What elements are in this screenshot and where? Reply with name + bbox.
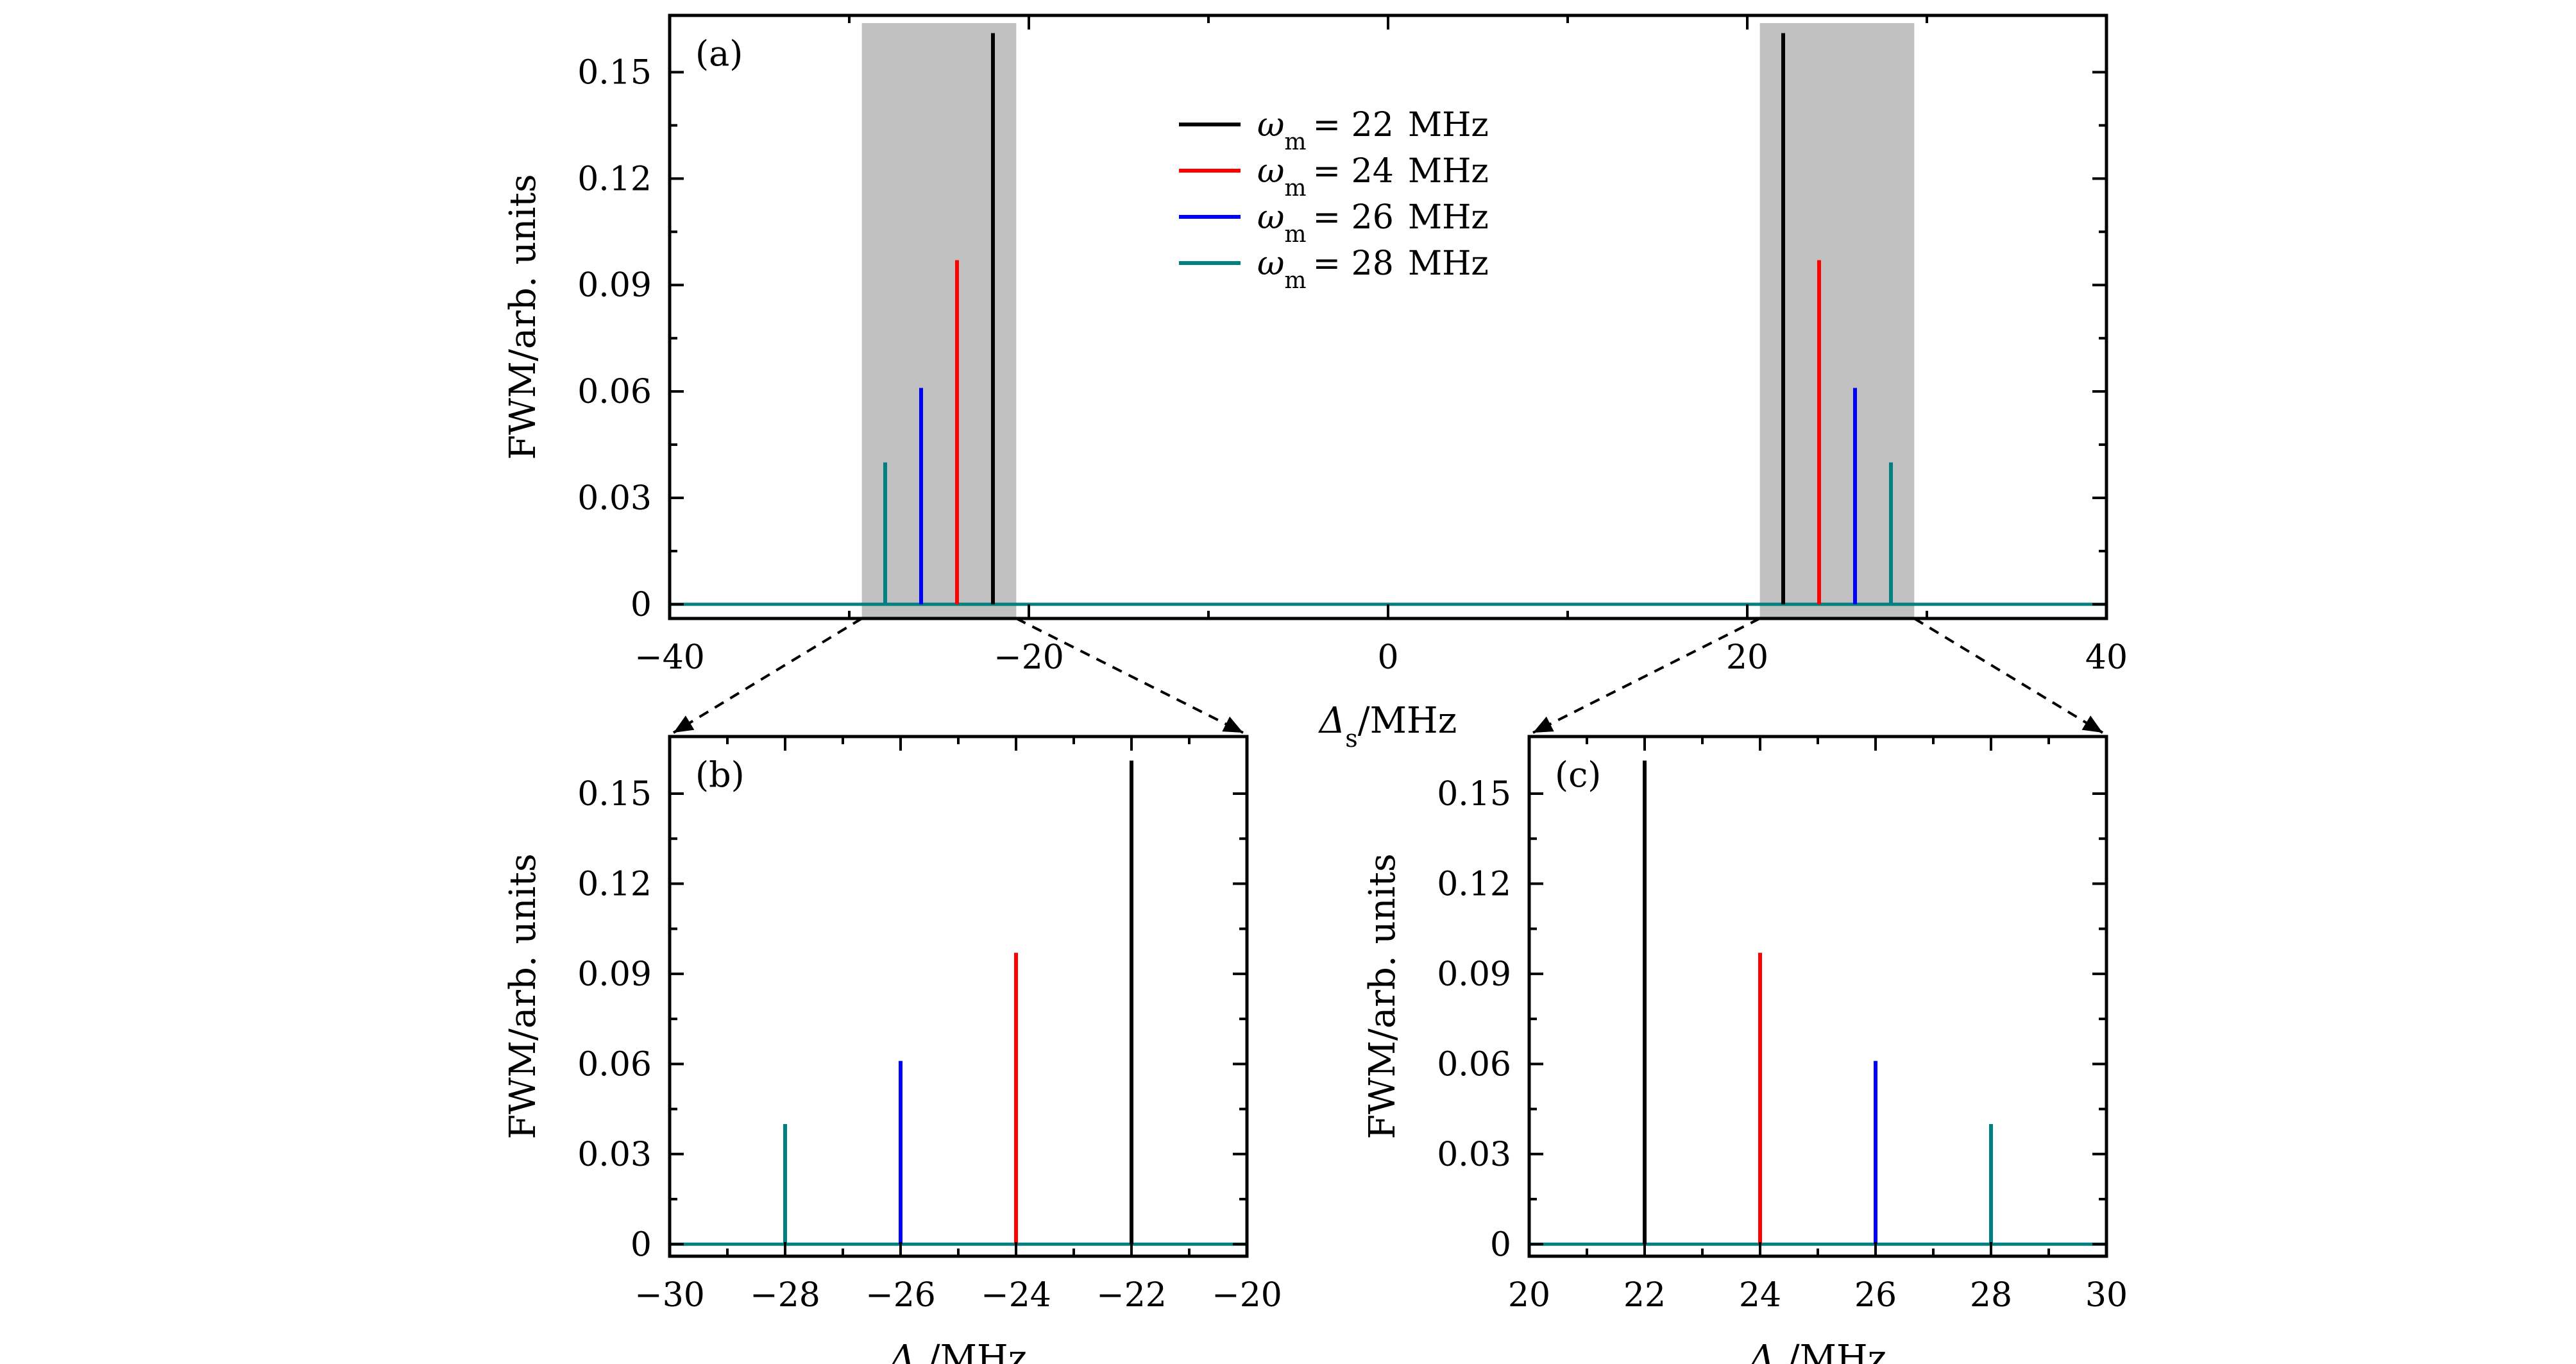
x-tick-label: 24	[1739, 1276, 1781, 1315]
x-tick-label: 26	[1854, 1276, 1897, 1315]
x-tick-label: −22	[1096, 1276, 1167, 1315]
y-tick-label: 0.12	[577, 160, 652, 198]
series-2	[919, 388, 1857, 604]
legend-subscript: m	[1284, 221, 1306, 248]
x-tick-label: −26	[865, 1276, 936, 1315]
x-axis-title: Δs/MHz	[1318, 700, 1457, 753]
x-axis-title-symbol: Δ	[1318, 700, 1345, 742]
legend-label-2: ωm = 26 MHz	[1257, 198, 1489, 248]
legend-symbol: ω	[1257, 152, 1284, 191]
y-tick-label: 0.06	[1437, 1045, 1511, 1084]
y-tick-label: 0.12	[1437, 865, 1511, 903]
y-tick-label: 0	[631, 1225, 652, 1264]
legend-symbol: ω	[1257, 198, 1284, 237]
x-tick-label: 22	[1623, 1276, 1666, 1315]
zoom-connector-line-1-1	[1913, 617, 2104, 734]
x-tick-label: −28	[750, 1276, 820, 1315]
legend-unit: MHz	[1408, 152, 1489, 191]
x-tick-label: −24	[981, 1276, 1051, 1315]
y-tick-label: 0	[631, 586, 652, 624]
x-tick-label: −30	[634, 1276, 705, 1315]
zoom-arrowhead-1-0	[1533, 716, 1554, 733]
y-axis-title: FWM/arb. units	[502, 853, 544, 1139]
zoom-arrowhead-0-0	[674, 715, 695, 733]
panel-c: 20 22 24 26 28 30 0 0.03 0.06 0.09 0.12 0.15 (c) FWM/…	[1362, 735, 2128, 1364]
x-tick-label: −20	[994, 638, 1064, 677]
y-tick-label: 0.09	[577, 266, 652, 305]
legend-symbol: ω	[1257, 244, 1284, 283]
x-tick-label: 0	[1377, 638, 1398, 677]
y-tick-label: 0.09	[1437, 955, 1511, 994]
highlight-region-1	[1759, 23, 1915, 618]
panel-a: −40 −20 0 20 40 0 0.03 0.06 0.09 0.12 0.15 (a) FWM/a…	[502, 13, 2128, 753]
x-axis-title-subscript: s	[915, 1362, 928, 1364]
panel-label: (a)	[695, 33, 743, 74]
x-axis-title-unit: /MHz	[928, 1338, 1028, 1364]
x-tick-label: −40	[634, 638, 705, 677]
y-tick-label: 0.06	[577, 373, 652, 411]
y-tick-label: 0.15	[1437, 775, 1511, 814]
y-tick-label: 0	[1490, 1225, 1511, 1264]
plot-frame	[1527, 735, 2108, 1258]
legend-label-1: ωm = 24 MHz	[1257, 152, 1489, 201]
x-tick-label: 20	[1508, 1276, 1550, 1315]
legend-value: = 28	[1313, 244, 1394, 283]
legend-value: = 22	[1313, 106, 1394, 144]
y-tick-label: 0.06	[577, 1045, 652, 1084]
y-tick-label: 0.15	[577, 53, 652, 92]
panel-label: (c)	[1555, 754, 1601, 795]
y-tick-label: 0.09	[577, 955, 652, 994]
panel-label: (b)	[695, 754, 745, 795]
x-axis-title: Δs/MHz	[888, 1338, 1028, 1364]
x-tick-label: −20	[1212, 1276, 1282, 1315]
panels: −40 −20 0 20 40 0 0.03 0.06 0.09 0.12 0.15 (a) FWM/a…	[502, 13, 2128, 1364]
x-tick-label: 20	[1726, 638, 1768, 677]
y-tick-label: 0.03	[577, 1136, 652, 1174]
x-axis-title-symbol: Δ	[1748, 1338, 1775, 1364]
x-tick-label: 30	[2085, 1276, 2128, 1315]
y-tick-label: 0.03	[577, 479, 652, 518]
legend-symbol: ω	[1257, 106, 1284, 144]
x-axis-title-unit: /MHz	[1358, 700, 1457, 742]
legend-subscript: m	[1284, 268, 1306, 294]
x-axis-title-unit: /MHz	[1788, 1338, 1887, 1364]
panel-b: −30 −28 −26 −24 −22 −20 0 0.03 0.06 0.09 0.12 0.15 (…	[502, 735, 1282, 1364]
legend-value: = 24	[1313, 152, 1394, 191]
x-axis-title-subscript: s	[1345, 724, 1358, 753]
plot-frame	[668, 735, 1249, 1258]
zoom-connectors	[672, 617, 2104, 734]
x-axis-title: Δs/MHz	[1748, 1338, 1887, 1364]
zoom-arrowhead-1-1	[2081, 715, 2103, 733]
legend-value: = 26	[1313, 198, 1394, 237]
zoom-connector-line-0-0	[672, 617, 863, 734]
legend-unit: MHz	[1408, 198, 1489, 237]
x-tick-label: 28	[1970, 1276, 2012, 1315]
y-axis-title: FWM/arb. units	[502, 174, 544, 460]
y-tick-label: 0.12	[577, 865, 652, 903]
legend-label-0: ωm = 22 MHz	[1257, 106, 1489, 155]
x-axis-title-symbol: Δ	[888, 1338, 915, 1364]
zoom-connector-line-1-0	[1532, 617, 1761, 734]
y-tick-label: 0.15	[577, 775, 652, 814]
legend-subscript: m	[1284, 175, 1306, 201]
x-tick-label: 40	[2085, 638, 2128, 677]
y-axis-title: FWM/arb. units	[1362, 853, 1403, 1139]
legend-unit: MHz	[1408, 106, 1489, 144]
legend-subscript: m	[1284, 129, 1306, 155]
zoom-arrowhead-0-1	[1222, 716, 1243, 733]
legend-label-3: ωm = 28 MHz	[1257, 244, 1489, 294]
series-3	[883, 462, 1893, 604]
x-axis-title-subscript: s	[1775, 1362, 1788, 1364]
series-1	[955, 260, 1821, 604]
y-tick-label: 0.03	[1437, 1136, 1511, 1174]
series-0	[991, 33, 1785, 604]
legend-unit: MHz	[1408, 244, 1489, 283]
zoom-connector-line-0-1	[1015, 617, 1244, 734]
highlight-region-0	[861, 23, 1017, 618]
